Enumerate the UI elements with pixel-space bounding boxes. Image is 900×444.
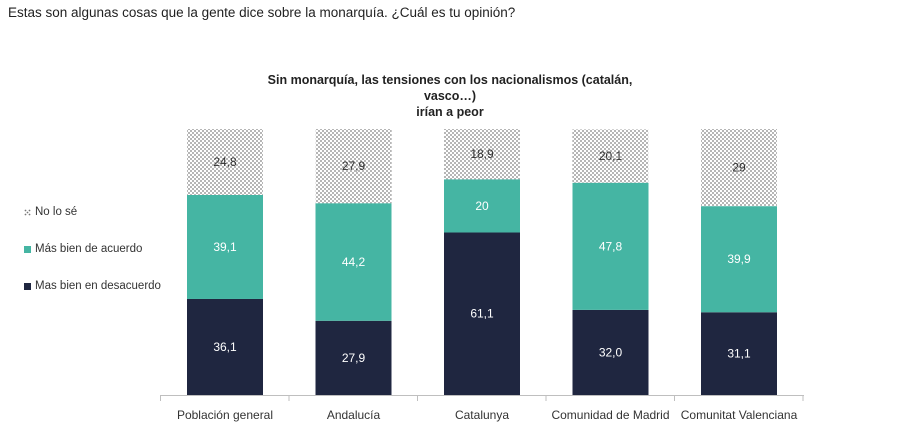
- bar-segment: [572, 129, 649, 183]
- data-label: 24,8: [213, 155, 237, 169]
- bar-segment: [572, 309, 649, 395]
- bar-segment: [187, 129, 263, 195]
- legend-item-no-lo-se: No lo sé: [24, 206, 77, 218]
- bar-segment: [572, 182, 649, 310]
- bar-segment: [187, 194, 263, 299]
- legend-item-mas-bien-de-acuerdo: Más bien de acuerdo: [24, 243, 142, 255]
- bar-segment: [701, 206, 777, 313]
- data-label: 20,1: [599, 149, 623, 163]
- data-label: 36,1: [213, 340, 237, 354]
- bar-segment: [315, 203, 392, 321]
- bars-group: 36,1 39,1 24,8 27,9 44,2 27,9 61,1 20 18,9 32,0 47…: [187, 129, 777, 395]
- survey-question: Estas son algunas cosas que la gente dic…: [8, 5, 516, 20]
- data-label: 31,1: [727, 347, 751, 361]
- bar-segment: [444, 129, 520, 180]
- x-tick-label: Comunitat Valenciana: [681, 408, 798, 422]
- bar-segment: [187, 298, 263, 395]
- data-label: 20: [475, 199, 489, 213]
- data-label: 39,1: [213, 240, 237, 254]
- bar-segment: [701, 129, 777, 207]
- data-label: 61,1: [470, 307, 494, 321]
- data-label: 47,8: [599, 239, 623, 253]
- bar-segment: [444, 179, 520, 233]
- chart-title-line-1: Sin monarquía, las tensiones con los nac…: [267, 73, 633, 103]
- legend-swatch-mas-bien-en-desacuerdo: [24, 282, 31, 290]
- legend-label-mas-bien-de-acuerdo: Más bien de acuerdo: [35, 243, 143, 255]
- x-tick-label: Población general: [177, 408, 273, 422]
- data-label: 27,9: [342, 159, 366, 173]
- bar-segment: [315, 320, 392, 395]
- data-label: 18,9: [470, 147, 494, 161]
- data-label: 39,9: [727, 252, 751, 266]
- legend-label-mas-bien-en-desacuerdo: Mas bien en desacuerdo: [35, 280, 161, 292]
- legend-swatch-mas-bien-de-acuerdo: [24, 245, 31, 253]
- chart-title-line-2: irían a peor: [416, 105, 484, 119]
- data-label: 27,9: [342, 351, 366, 365]
- data-label: 32,0: [599, 345, 623, 359]
- bar-segment: [444, 232, 520, 395]
- x-tick-label: Andalucía: [327, 408, 381, 422]
- data-label: 29: [732, 161, 746, 175]
- x-tick-label: Catalunya: [455, 408, 509, 422]
- x-tick-label: Comunidad de Madrid: [551, 408, 669, 422]
- legend-label-no-lo-se: No lo sé: [35, 206, 78, 218]
- x-axis: Población general Andalucía Catalunya Comun…: [160, 395, 804, 422]
- data-label: 44,2: [342, 255, 366, 269]
- bar-segment: [701, 312, 777, 395]
- legend-item-mas-bien-en-desacuerdo: Mas bien en desacuerdo: [24, 280, 161, 292]
- bar-segment: [315, 129, 392, 204]
- legend-swatch-no-lo-se: [24, 208, 31, 216]
- chart-title: Sin monarquía, las tensiones con los nac…: [240, 72, 660, 120]
